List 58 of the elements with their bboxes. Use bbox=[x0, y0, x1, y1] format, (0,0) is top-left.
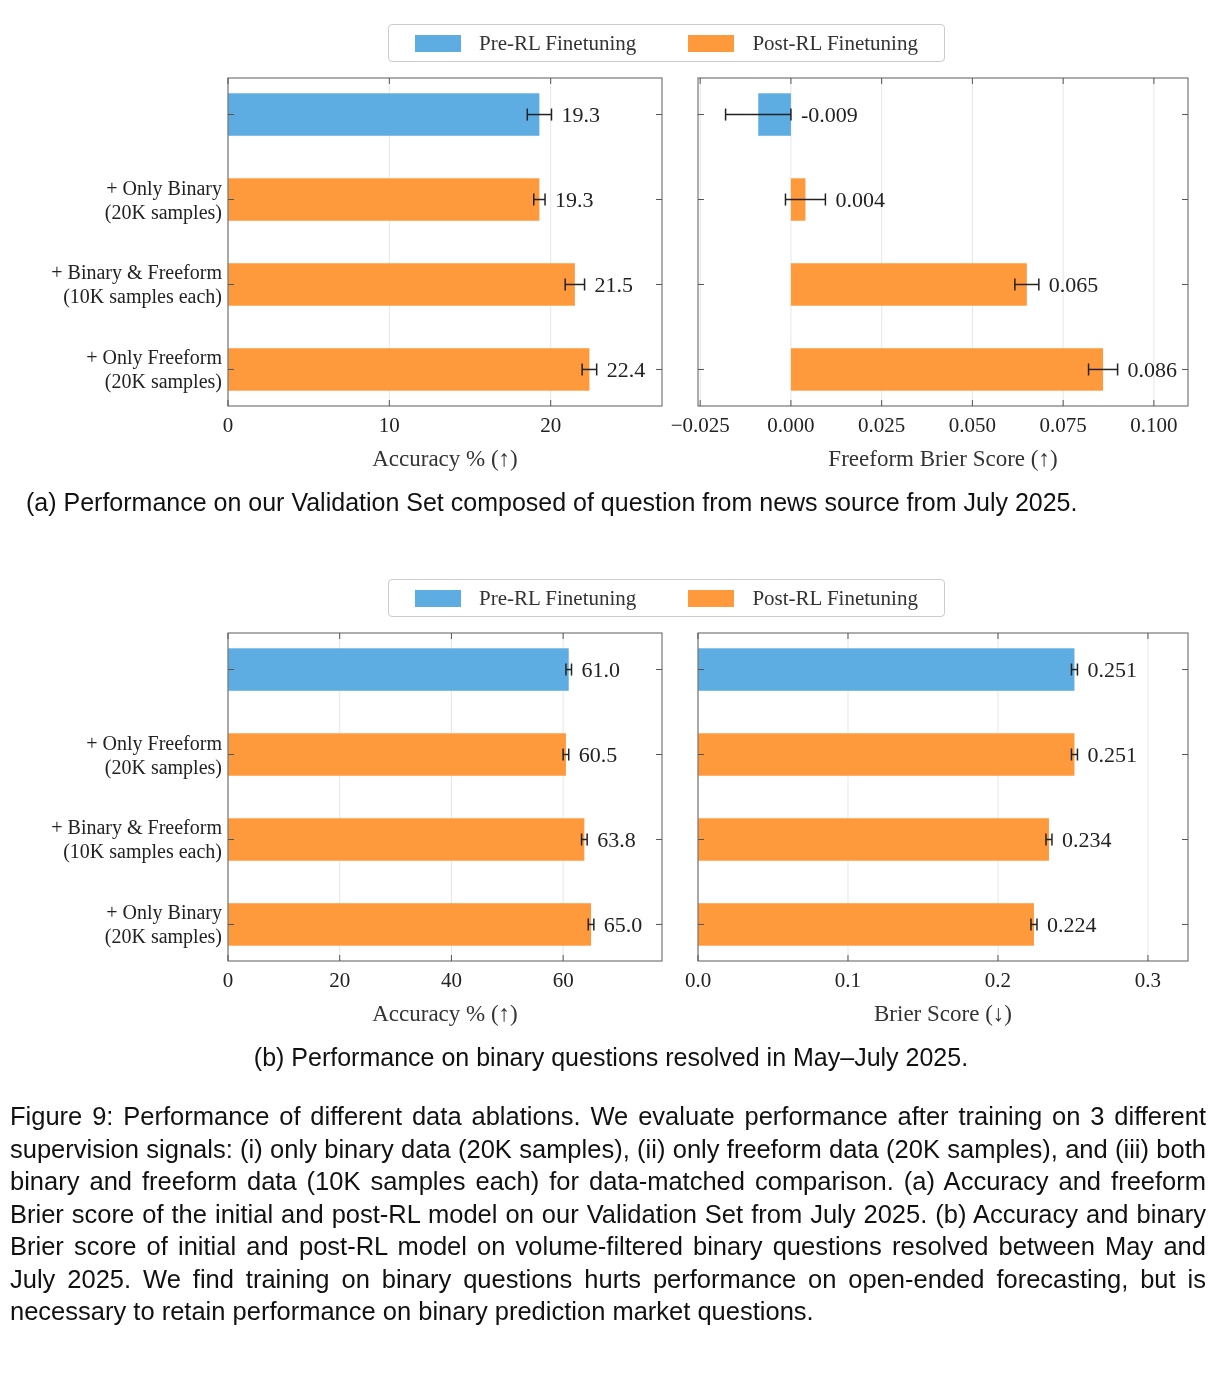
data-label: 63.8 bbox=[597, 827, 636, 853]
x-tick-label: 20 bbox=[329, 968, 351, 992]
x-tick-label: 40 bbox=[440, 968, 462, 992]
data-label: 0.004 bbox=[835, 187, 885, 213]
bar bbox=[228, 348, 590, 391]
x-tick-label: 0.2 bbox=[984, 968, 1012, 992]
data-label: -0.009 bbox=[800, 102, 858, 128]
data-label: 19.3 bbox=[555, 187, 594, 213]
data-label: 0.251 bbox=[1087, 742, 1137, 768]
x-tick-label: 0.075 bbox=[1039, 413, 1087, 437]
x-tick-label: 0.3 bbox=[1134, 968, 1162, 992]
text: (b) Performance on binary questions resolved in May–July 2025. bbox=[252, 1043, 970, 1072]
x-tick-label: 0.025 bbox=[858, 413, 906, 437]
legend-label: Pre-RL Finetuning bbox=[479, 585, 637, 611]
legend-label: Pre-RL Finetuning bbox=[479, 30, 637, 56]
data-label: 65.0 bbox=[603, 912, 643, 938]
y-tick-label: + Binary & Freeform (10K samples each) bbox=[51, 261, 223, 309]
caption: Figure 9: Performance of different data ablations. We evaluate performance after training on 3 different supervision signals: (i) only binary data (20K samples), (ii) only freeform data (20K samples), and (iii) both binary and freeform data (10K samples each) for data-matched comparison. (a) Accuracy and freeform Brier score of the initial and post-RL model on our Validation Set from July 2025. (b) Accuracy and binary Brier score of initial and post-RL model on volume-filtered binary questions resolved between May and July 2025. We find training on binary questions hurts performance on open-ended forecasting, but is necessary to retain performance on binary prediction market questions. bbox=[10, 1101, 1206, 1327]
data-label: 0.086 bbox=[1127, 357, 1178, 383]
x-tick-label: 0 bbox=[222, 968, 234, 992]
x-tick-label: 60 bbox=[552, 968, 574, 992]
data-label: 0.065 bbox=[1048, 272, 1099, 298]
data-label: 0.251 bbox=[1087, 657, 1137, 683]
data-label: 21.5 bbox=[594, 272, 634, 298]
x-tick-label: 0.050 bbox=[948, 413, 997, 437]
x-tick-label: 0.0 bbox=[684, 968, 712, 992]
x-tick-label: 20 bbox=[540, 413, 562, 437]
y-tick-label: + Only Freeform (20K samples) bbox=[86, 731, 223, 779]
bar bbox=[790, 348, 1104, 391]
y-tick-label: + Only Binary (20K samples) bbox=[104, 176, 222, 224]
data-label: 60.5 bbox=[578, 742, 618, 768]
bar bbox=[228, 178, 540, 221]
y-tick-label: + Only Binary (20K samples) bbox=[104, 901, 222, 949]
data-label: 0.224 bbox=[1046, 912, 1097, 938]
data-label: 19.3 bbox=[561, 102, 600, 128]
x-tick-label: 0 bbox=[222, 413, 234, 437]
x-axis-title: Brier Score (↓) bbox=[874, 1001, 1012, 1026]
x-axis-title: Freeform Brier Score (↑) bbox=[828, 446, 1058, 471]
x-axis-title: Accuracy % (↑) bbox=[372, 1001, 518, 1026]
bar bbox=[228, 263, 575, 306]
x-axis-title: Accuracy % (↑) bbox=[372, 446, 518, 471]
legend-label: Post-RL Finetuning bbox=[752, 585, 918, 611]
data-label: 61.0 bbox=[581, 657, 621, 683]
x-tick-label: 0.1 bbox=[834, 968, 862, 992]
legend-label: Post-RL Finetuning bbox=[752, 30, 918, 56]
x-tick-label: 0.100 bbox=[1130, 413, 1178, 437]
x-tick-label: −0.025 bbox=[670, 413, 730, 437]
y-tick-label: + Only Freeform (20K samples) bbox=[86, 346, 223, 394]
text: (a) Performance on our Validation Set composed of question from news source from July 2025. bbox=[26, 488, 1079, 517]
data-label: 22.4 bbox=[606, 357, 646, 383]
y-tick-label: + Binary & Freeform (10K samples each) bbox=[51, 816, 223, 864]
x-tick-label: 0.000 bbox=[767, 413, 815, 437]
data-label: 0.234 bbox=[1061, 827, 1112, 853]
bar bbox=[228, 93, 540, 136]
x-tick-label: 10 bbox=[378, 413, 400, 437]
bar bbox=[758, 93, 791, 136]
bar bbox=[790, 178, 806, 221]
bar bbox=[790, 263, 1027, 306]
